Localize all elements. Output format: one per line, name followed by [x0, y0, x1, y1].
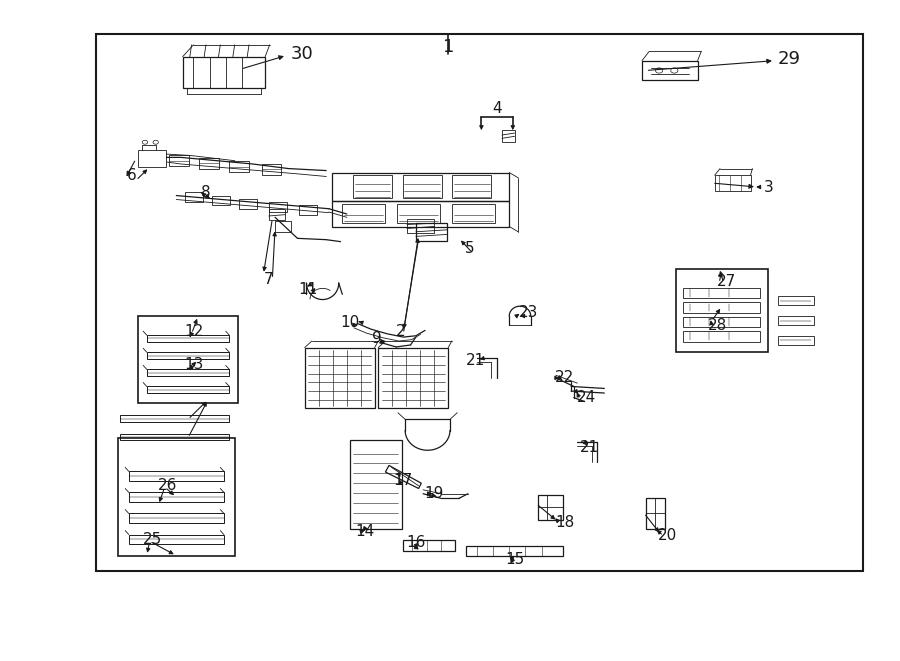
Bar: [95, 34, 863, 570]
Bar: [147, 352, 230, 359]
Bar: [683, 317, 760, 327]
Bar: [402, 175, 442, 198]
Text: 22: 22: [555, 370, 574, 385]
Bar: [538, 495, 563, 520]
Text: 28: 28: [707, 318, 727, 332]
Bar: [778, 316, 814, 325]
Text: 20: 20: [658, 528, 677, 543]
Text: 13: 13: [184, 357, 204, 372]
Bar: [138, 316, 238, 403]
Bar: [169, 155, 189, 166]
Text: 10: 10: [340, 315, 359, 330]
Text: 25: 25: [142, 532, 162, 547]
Bar: [147, 387, 230, 393]
Bar: [129, 535, 224, 544]
Text: 12: 12: [184, 325, 204, 339]
Text: 15: 15: [505, 552, 524, 567]
Text: 2: 2: [396, 325, 406, 339]
Text: 17: 17: [393, 473, 413, 488]
Bar: [378, 348, 448, 408]
Bar: [397, 204, 440, 223]
Bar: [138, 150, 166, 167]
Bar: [269, 202, 287, 212]
Text: 6: 6: [127, 169, 137, 183]
Bar: [349, 440, 401, 529]
Bar: [304, 348, 374, 408]
Text: 11: 11: [299, 282, 318, 297]
Bar: [183, 57, 266, 89]
Bar: [453, 204, 495, 223]
Text: 8: 8: [201, 185, 211, 200]
Text: 29: 29: [778, 50, 801, 68]
Text: 3: 3: [763, 180, 773, 194]
Bar: [715, 175, 751, 191]
Text: 27: 27: [716, 274, 736, 289]
Bar: [129, 492, 224, 502]
Text: 24: 24: [577, 390, 596, 405]
Bar: [199, 158, 219, 169]
Bar: [262, 164, 282, 175]
Text: 7: 7: [264, 272, 274, 287]
Text: 23: 23: [519, 305, 538, 319]
Text: 21: 21: [580, 440, 598, 455]
Bar: [642, 61, 698, 81]
Bar: [331, 173, 509, 200]
Bar: [239, 199, 257, 209]
Bar: [342, 204, 385, 223]
Bar: [676, 269, 768, 352]
Bar: [230, 161, 249, 172]
Bar: [147, 369, 230, 376]
Bar: [778, 336, 814, 345]
Text: 14: 14: [356, 524, 374, 539]
Bar: [120, 434, 230, 440]
Bar: [453, 175, 491, 198]
Text: 9: 9: [372, 331, 382, 346]
Text: 1: 1: [443, 38, 454, 56]
Bar: [331, 200, 509, 227]
Bar: [403, 541, 455, 551]
Bar: [502, 130, 515, 142]
Bar: [185, 192, 203, 202]
Text: 30: 30: [291, 45, 313, 63]
Bar: [683, 288, 760, 298]
Text: 16: 16: [406, 535, 426, 550]
Bar: [683, 331, 760, 342]
Text: 4: 4: [491, 100, 501, 116]
Bar: [778, 296, 814, 305]
Bar: [416, 223, 447, 241]
Bar: [353, 175, 392, 198]
Text: 19: 19: [424, 486, 444, 501]
Bar: [645, 498, 665, 529]
Bar: [407, 219, 434, 233]
Bar: [683, 302, 760, 313]
Bar: [269, 210, 285, 220]
Text: 18: 18: [555, 515, 574, 530]
Bar: [275, 221, 292, 232]
Bar: [118, 438, 235, 556]
Bar: [129, 514, 224, 523]
Text: 5: 5: [465, 241, 474, 256]
Bar: [120, 415, 230, 422]
Bar: [212, 196, 230, 206]
Bar: [147, 335, 230, 342]
Bar: [466, 547, 563, 556]
Text: 21: 21: [465, 352, 485, 368]
Bar: [300, 206, 317, 215]
Text: 26: 26: [158, 478, 177, 492]
Bar: [129, 471, 224, 481]
